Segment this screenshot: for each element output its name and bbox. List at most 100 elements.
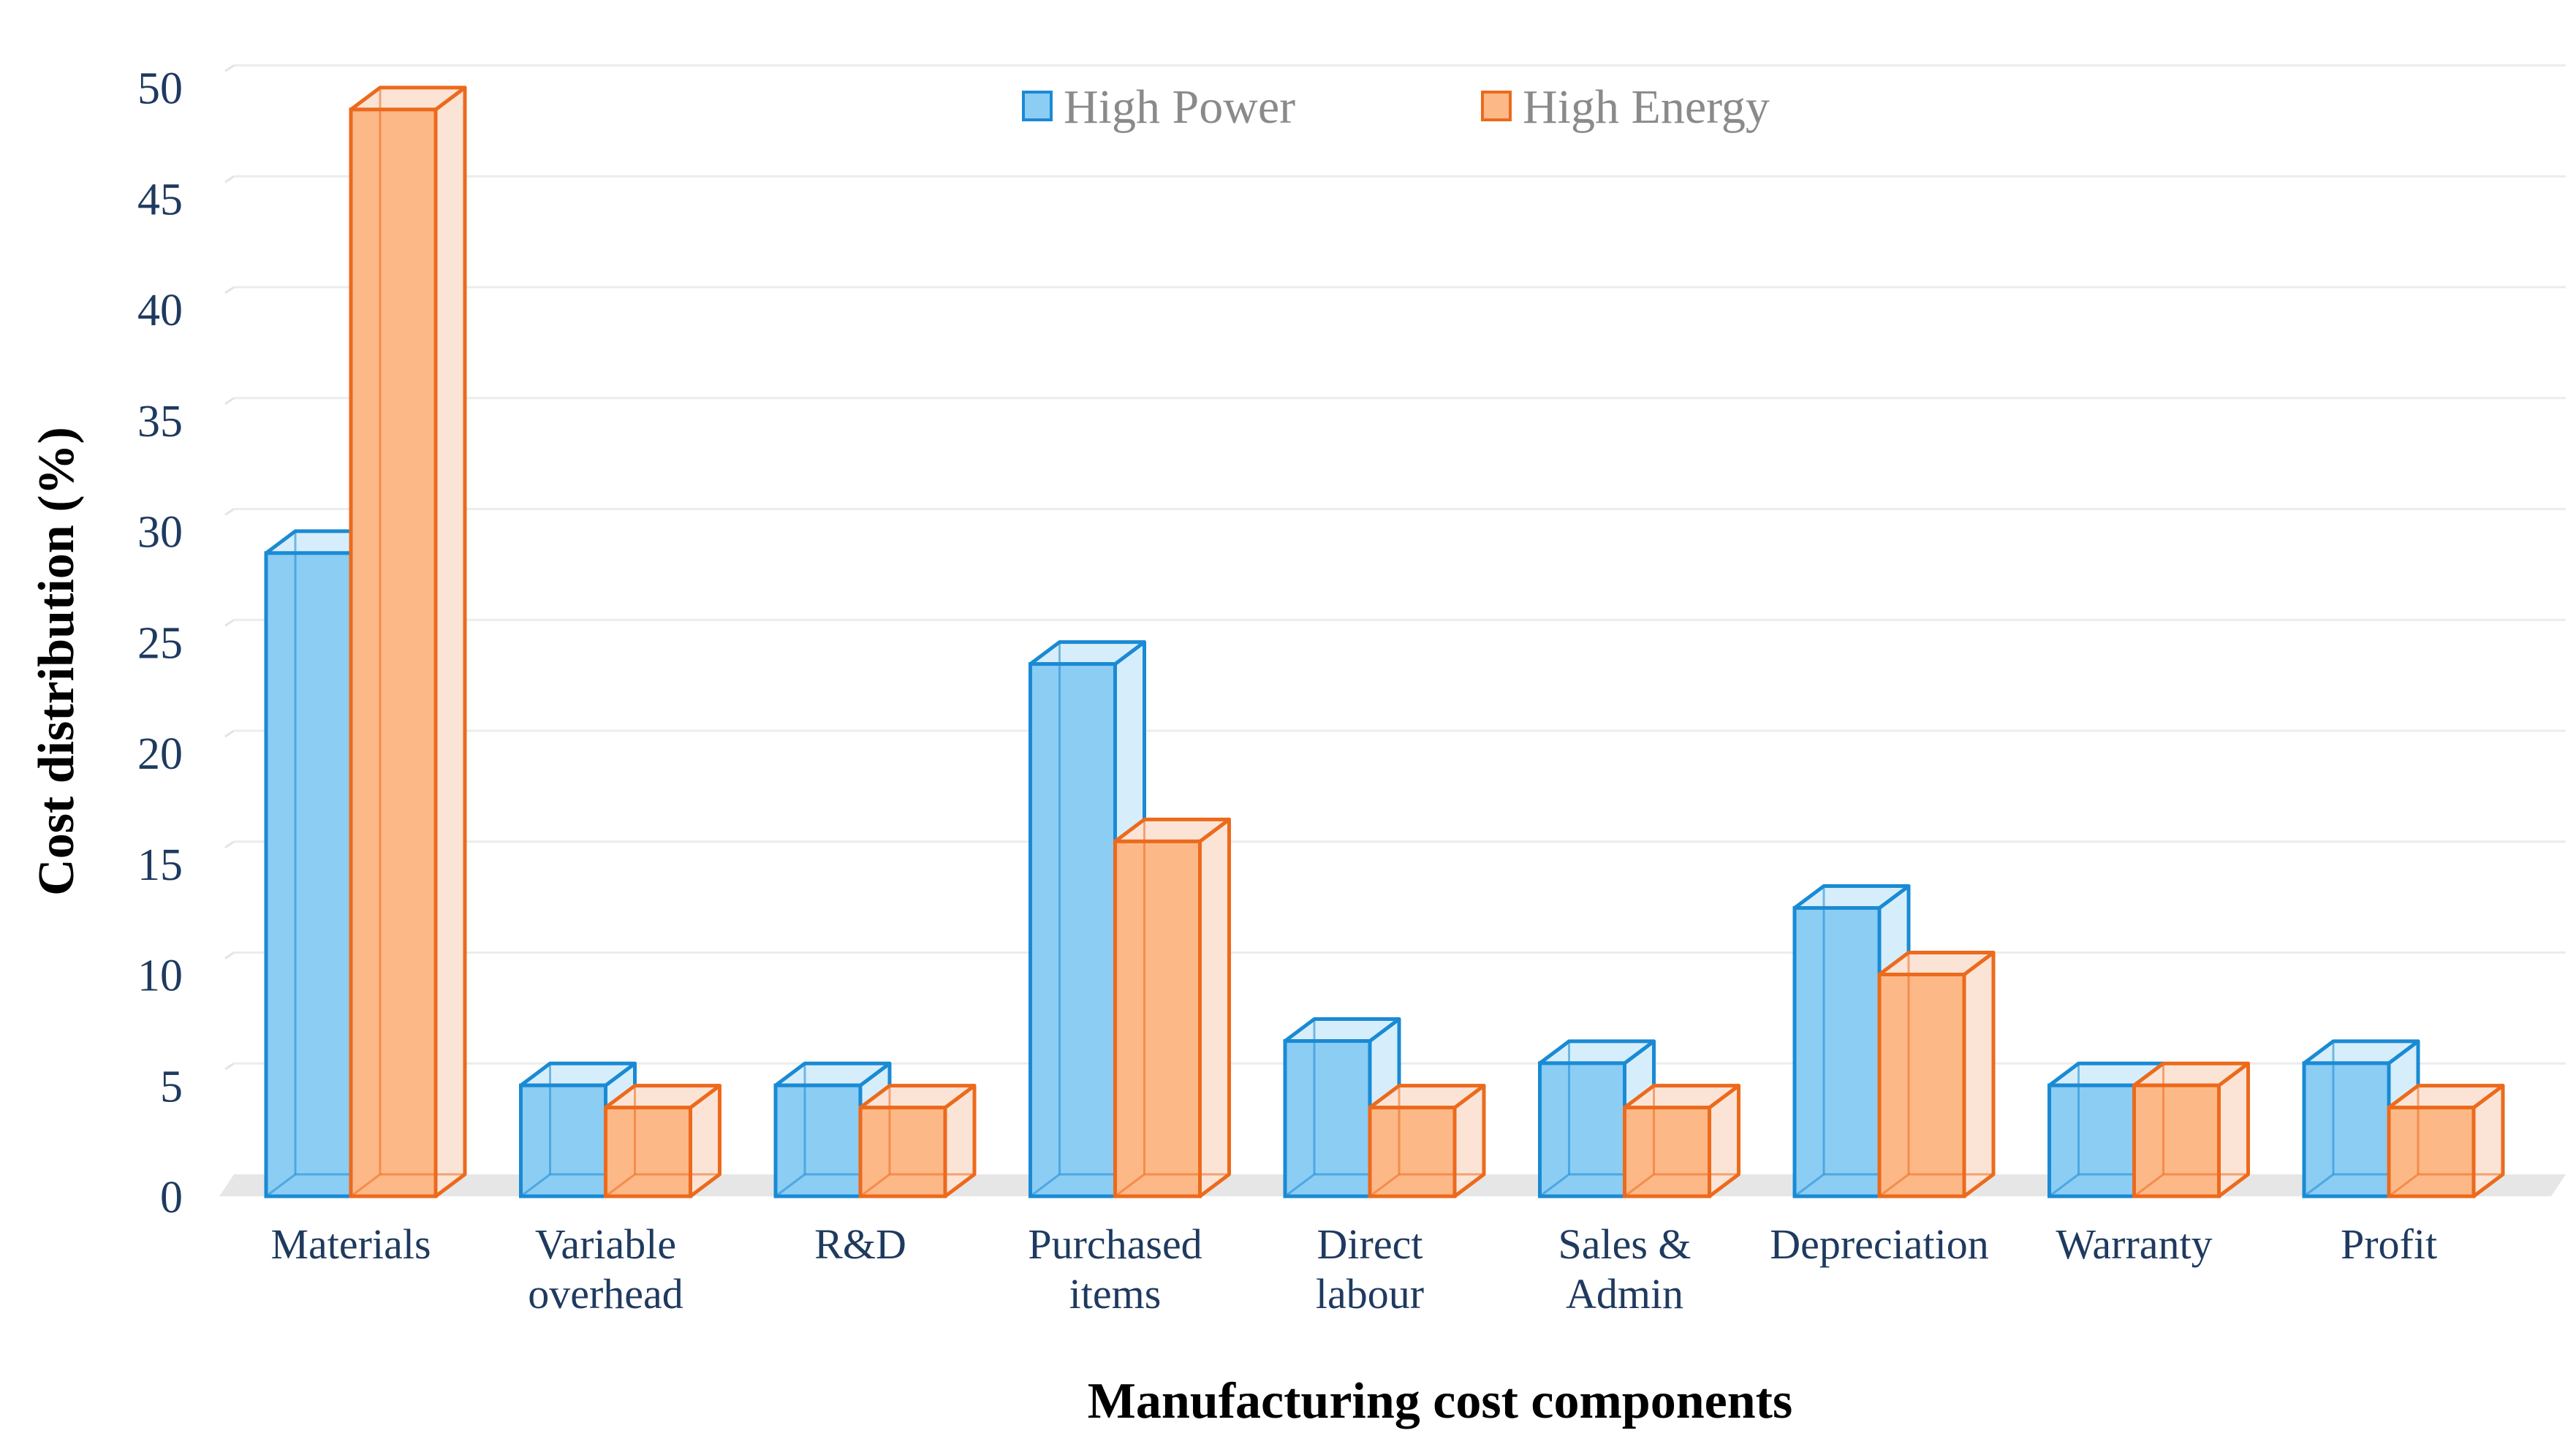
bar-front-face <box>2132 1083 2221 1198</box>
bar-back-edge <box>1029 1173 1061 1198</box>
bar-front-face <box>264 551 353 1198</box>
gridline-diagonal <box>224 951 235 960</box>
bar-high-energy-2 <box>858 1084 977 1198</box>
legend-swatch-high-power <box>1022 91 1053 121</box>
gridline-diagonal <box>224 286 235 294</box>
bar-back-edge <box>2303 1173 2334 1198</box>
bar-high-energy-6 <box>1877 951 1996 1198</box>
bar-high-energy-3 <box>1113 817 1231 1198</box>
y-tick-label: 15 <box>137 840 183 890</box>
bar-front-face <box>349 107 438 1198</box>
y-tick-label: 45 <box>137 175 183 224</box>
x-tick-label: Purchased items <box>1028 1220 1202 1318</box>
x-tick-label-line: items <box>1069 1270 1162 1318</box>
x-tick-label-line: Warranty <box>2056 1220 2212 1268</box>
bar-back-edge <box>1369 1173 1400 1198</box>
legend-swatch-high-energy <box>1481 91 1512 121</box>
bar-back-edge <box>1794 1173 1825 1198</box>
gridline-diagonal <box>224 508 235 516</box>
x-axis-title: Manufacturing cost components <box>1088 1373 1792 1429</box>
y-tick-label: 40 <box>137 286 183 335</box>
bar-back-edge <box>1284 1173 1315 1198</box>
x-tick-label-line: Materials <box>270 1220 431 1268</box>
x-tick-label-line: Purchased <box>1028 1220 1202 1268</box>
x-tick-label-line: Depreciation <box>1770 1220 1989 1268</box>
gridline-diagonal <box>224 729 235 738</box>
bar-side-face <box>1962 951 1996 1198</box>
bar-back-edge <box>2388 1173 2419 1198</box>
bar-front-face <box>2047 1083 2136 1198</box>
bar-front-face <box>1792 905 1882 1198</box>
gridline-diagonal <box>224 840 235 848</box>
x-tick-labels: Materials Variable overhead R&D Purchased ite… <box>270 1220 2437 1318</box>
x-tick-label: Warranty <box>2056 1220 2212 1268</box>
x-tick-label-line: Variable <box>535 1220 676 1268</box>
bar-high-energy-1 <box>604 1084 721 1198</box>
bar-front-face <box>2302 1061 2391 1198</box>
bar-back-edge <box>1624 1173 1655 1198</box>
bar-side-face <box>1198 817 1231 1198</box>
gridline-diagonal <box>224 1063 235 1071</box>
bar-front-face <box>1113 839 1202 1198</box>
gridline-diagonal <box>224 397 235 405</box>
bar-front-face <box>519 1083 607 1198</box>
bar-back-edge <box>1114 1173 1145 1198</box>
x-tick-label-line: Direct <box>1317 1220 1423 1268</box>
bar-front-face <box>604 1106 692 1198</box>
gridline-diagonal <box>224 175 235 183</box>
bar-back-edge <box>775 1173 806 1198</box>
gridline-diagonal <box>224 619 235 627</box>
legend: High Power High Energy <box>1022 80 1770 134</box>
y-tick-label: 50 <box>137 64 183 114</box>
bar-high-energy-0 <box>349 86 467 1198</box>
y-tick-label: 20 <box>137 729 183 779</box>
bar-back-edge <box>1539 1173 1570 1198</box>
bar-back-edge <box>2133 1173 2164 1198</box>
y-tick-label: 35 <box>137 397 183 446</box>
y-tick-label: 10 <box>137 951 183 1001</box>
legend-label-high-energy: High Energy <box>1523 80 1770 134</box>
bar-front-face <box>1028 662 1117 1198</box>
x-tick-label-line: Admin <box>1566 1270 1683 1318</box>
x-tick-label: R&D <box>814 1220 906 1268</box>
bar-back-edge <box>860 1173 890 1198</box>
bar-back-edge <box>520 1173 551 1198</box>
bars-layer <box>264 86 2505 1198</box>
bar-front-face <box>1283 1039 1372 1198</box>
bar-front-face <box>1538 1061 1626 1198</box>
x-tick-label: Materials <box>270 1220 431 1268</box>
x-tick-label: Sales & Admin <box>1558 1220 1691 1318</box>
y-tick-label: 0 <box>160 1173 183 1223</box>
bar-front-face <box>1368 1106 1457 1198</box>
bar-back-edge <box>2048 1173 2080 1198</box>
bar-front-face <box>2387 1106 2476 1198</box>
bar-back-edge <box>605 1173 636 1198</box>
x-tick-label-line: Profit <box>2341 1220 2437 1268</box>
bar-front-face <box>1877 973 1966 1198</box>
bar-high-energy-8 <box>2387 1084 2505 1198</box>
x-tick-label-line: R&D <box>814 1220 906 1268</box>
legend-label-high-power: High Power <box>1064 80 1295 134</box>
y-tick-label: 25 <box>137 618 183 668</box>
bar-back-edge <box>265 1173 296 1198</box>
bar-front-face <box>858 1106 947 1198</box>
bar-side-face <box>433 86 467 1198</box>
x-tick-label-line: Sales & <box>1558 1220 1691 1268</box>
bar-front-face <box>1623 1106 1711 1198</box>
bar-high-energy-7 <box>2132 1061 2250 1198</box>
y-axis-title: Cost distribution (%) <box>29 427 85 896</box>
bar-back-edge <box>1879 1173 1909 1198</box>
x-tick-label: Depreciation <box>1770 1220 1989 1268</box>
gridline-diagonal <box>224 64 235 72</box>
bar-back-edge <box>350 1173 381 1198</box>
y-tick-labels: 0 5 10 15 20 25 30 35 40 45 50 <box>137 64 183 1223</box>
x-tick-label-line: labour <box>1316 1270 1424 1318</box>
x-tick-label-line: overhead <box>528 1270 683 1318</box>
y-tick-label: 5 <box>160 1062 183 1112</box>
x-tick-label: Profit <box>2341 1220 2437 1268</box>
x-tick-label: Direct labour <box>1316 1220 1424 1318</box>
bar-high-energy-4 <box>1368 1084 1486 1198</box>
bar-high-energy-5 <box>1623 1084 1740 1198</box>
